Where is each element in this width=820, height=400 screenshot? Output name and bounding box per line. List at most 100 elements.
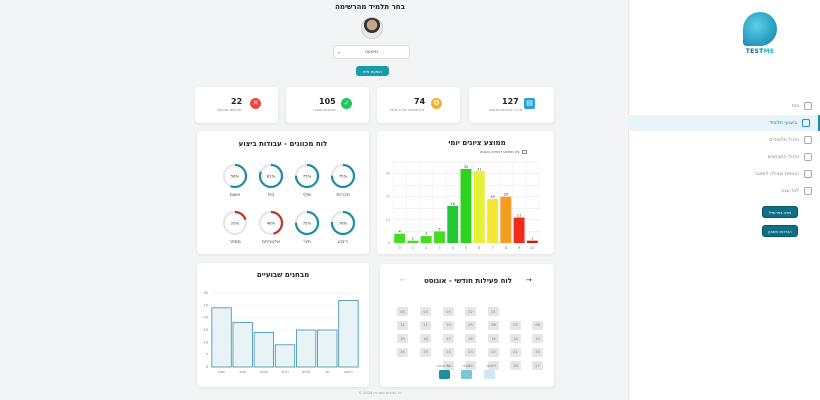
- daily-bar: [447, 205, 459, 243]
- skill-gauge: 75% חבריות: [323, 162, 363, 198]
- footer: © 2024 כל הזכויות שמורות: [358, 391, 402, 395]
- skill-value: 75%: [339, 173, 348, 178]
- calendar-day[interactable]: 17: [443, 334, 454, 343]
- progress-ring: 76%: [330, 210, 356, 236]
- calendar-day[interactable]: 28: [510, 361, 521, 370]
- x-tick-label: 10: [530, 246, 534, 250]
- x-tick-label: שני: [325, 370, 330, 374]
- sidebar-item-home[interactable]: בית: [628, 98, 820, 114]
- progress-arc: [222, 163, 248, 189]
- calendar-day[interactable]: 11: [420, 320, 431, 330]
- student-select[interactable]: ▾ מישעה: [333, 45, 410, 59]
- skill-label: ריבוע: [337, 240, 349, 245]
- x-tick-label: שישי: [240, 370, 247, 374]
- calendar-day[interactable]: 18: [420, 334, 431, 343]
- stat-value: 74: [414, 97, 426, 106]
- show-student-button[interactable]: הופעת פיש: [356, 66, 389, 76]
- calendar-day[interactable]: 25: [420, 347, 431, 357]
- profile-button[interactable]: צפה בפרופיל: [762, 206, 798, 218]
- stat-value: 105: [319, 97, 336, 106]
- calendar-day[interactable]: 02: [465, 307, 476, 316]
- progress-ring: 81%: [258, 163, 284, 189]
- bar-value-label: 5: [438, 227, 440, 231]
- calendar-day[interactable]: 16: [465, 334, 476, 343]
- daily-bar: [526, 240, 538, 243]
- calendar-day[interactable]: 07: [510, 320, 521, 330]
- progress-ring: 75%: [294, 210, 320, 236]
- sidebar-item-exams[interactable]: ניהול המבחנים: [628, 149, 820, 165]
- calendar-day[interactable]: 29: [488, 361, 499, 370]
- settings-button[interactable]: הגדרות חשבון: [762, 225, 798, 237]
- skill-value: 75%: [303, 220, 312, 225]
- progress-arc: [294, 210, 320, 236]
- home-icon: [804, 102, 812, 110]
- calendar-day[interactable]: 03: [443, 307, 454, 316]
- legend-mid-swatch: [461, 370, 472, 379]
- legend-high-swatch: [439, 370, 450, 379]
- legend-swatch-icon: [521, 150, 527, 154]
- bar-value-label: 16: [450, 202, 454, 206]
- progress-ring: 75%: [294, 163, 320, 189]
- sidebar-item-calendar[interactable]: לוח שנה: [628, 183, 820, 199]
- question-icon: [804, 170, 812, 178]
- calendar-day[interactable]: 23: [465, 347, 476, 357]
- medal-icon: ✪: [431, 98, 442, 109]
- calendar-day[interactable]: 19: [397, 334, 408, 343]
- calendar-day[interactable]: 08: [488, 320, 499, 330]
- sidebar-nav: בית ביצועי תלמיד ניהול תלמידים ניהול המב…: [628, 98, 820, 200]
- calendar-day[interactable]: 10: [443, 320, 454, 330]
- x-tick-label: 5: [465, 246, 467, 250]
- calendar-day[interactable]: 27: [532, 361, 543, 370]
- calendar-day[interactable]: 13: [532, 334, 543, 343]
- sidebar-item-performance[interactable]: ביצועי תלמיד: [628, 115, 820, 131]
- stat-value: 127: [502, 97, 519, 106]
- stat-label: מבחנים שנכשלו: [217, 108, 242, 112]
- weekly-title: מבחנים שבועיים: [256, 271, 310, 279]
- x-tick-label: שלישי: [302, 370, 311, 374]
- legend-high-label: הכי הרבה: [436, 364, 452, 368]
- x-tick-label: 3: [438, 246, 440, 250]
- calendar-day[interactable]: 14: [510, 334, 521, 343]
- next-month-icon[interactable]: →: [526, 276, 532, 284]
- calendar-day[interactable]: 01: [488, 307, 499, 316]
- stat-card-average: 74 ציון ממוצע של התלמיד ✪: [377, 87, 460, 123]
- document-icon: ▤: [524, 98, 535, 109]
- calendar-day[interactable]: 15: [488, 334, 499, 343]
- daily-bar: [407, 240, 419, 243]
- skills-title: לוח מכוונים - עבודות ביצוע: [238, 140, 328, 148]
- calendar-day[interactable]: 20: [532, 347, 543, 357]
- skill-value: 75%: [303, 173, 312, 178]
- calendar-day[interactable]: 24: [443, 347, 454, 357]
- calendar-day[interactable]: 04: [420, 307, 431, 316]
- legend-mid-label: שכיח: [462, 364, 470, 368]
- calendar-day[interactable]: 22: [488, 347, 499, 357]
- calendar-day[interactable]: 26: [397, 347, 408, 357]
- daily-legend-label: ציון ממוצע לבחינה בשבוע: [480, 150, 520, 154]
- sidebar-item-questions[interactable]: הוספת שאלה למאגר: [628, 166, 820, 182]
- y-tick-label: 15: [203, 328, 208, 332]
- chevron-down-icon: ▾: [338, 49, 341, 55]
- weekly-bar: [317, 329, 338, 368]
- daily-bar: [487, 199, 498, 243]
- weekly-card: מבחנים שבועיים 0 5 10 15 20 25 30 ראשון שני שלישי…: [197, 263, 369, 387]
- calendar-day[interactable]: 12: [397, 320, 408, 330]
- skill-label: בית: [267, 193, 275, 198]
- daily-bar: [434, 231, 445, 243]
- skill-label: שלף: [302, 193, 312, 198]
- stat-card-passed: 105 מבחנים שעברו ✓: [286, 87, 369, 123]
- calendar-day[interactable]: 06: [532, 320, 543, 330]
- calendar-day[interactable]: 30: [465, 361, 476, 370]
- weekly-bar: [253, 332, 274, 368]
- progress-arc: [330, 163, 356, 189]
- calendar-day[interactable]: 31: [443, 361, 454, 370]
- skill-value: 76%: [339, 220, 348, 225]
- calendar-day[interactable]: 05: [397, 307, 408, 316]
- calendar-day[interactable]: 21: [510, 347, 521, 357]
- prev-month-icon[interactable]: ←: [400, 276, 406, 284]
- sidebar-item-students[interactable]: ניהול תלמידים: [628, 132, 820, 148]
- weekly-bar: [211, 307, 232, 368]
- calendar-day[interactable]: 09: [465, 320, 476, 330]
- y-tick-label: 30: [386, 172, 390, 176]
- weekly-chart: 0 5 10 15 20 25 30 ראשון שני שלישי רביעי חמישי שישי ש…: [203, 291, 359, 374]
